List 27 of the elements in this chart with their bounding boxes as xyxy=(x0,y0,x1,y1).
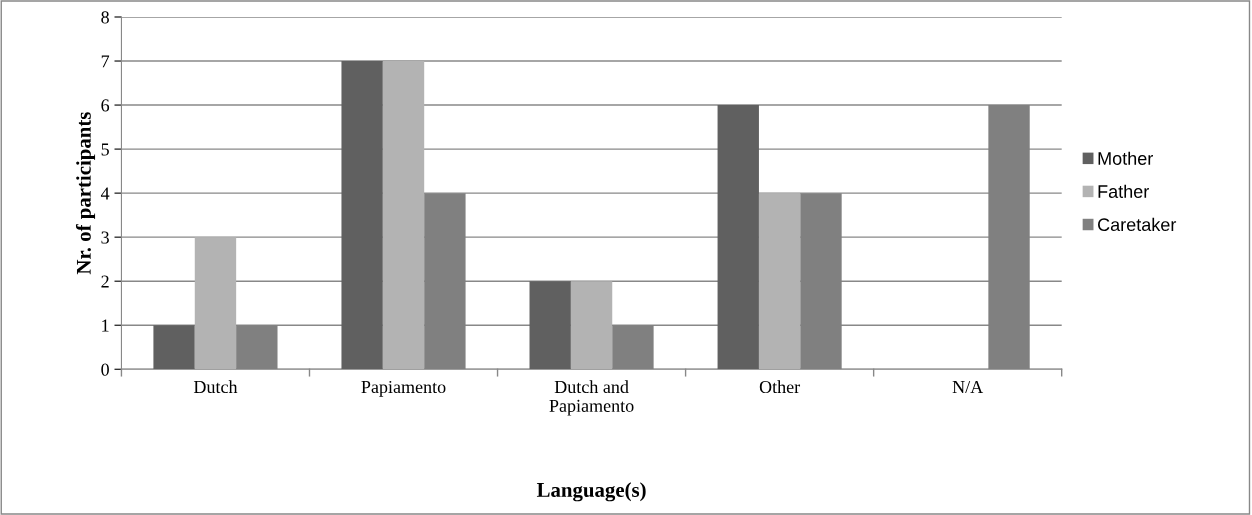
bar xyxy=(341,61,383,370)
y-tick-label: 1 xyxy=(102,319,109,332)
y-tick-label: 4 xyxy=(100,187,110,200)
y-tick-label: 6 xyxy=(101,99,110,112)
y-tick-label: 5 xyxy=(101,143,109,156)
y-axis-title: Nr. of participants xyxy=(75,112,96,275)
legend-label: Father xyxy=(1098,184,1149,198)
x-tick-label: N/A xyxy=(952,380,984,394)
y-tick-label: 8 xyxy=(101,11,109,24)
x-tick-label: Papiamento xyxy=(361,380,446,397)
y-tick-label: 3 xyxy=(101,231,109,244)
bar xyxy=(382,61,425,370)
legend-label: Caretaker xyxy=(1098,217,1177,232)
y-tick-label: 0 xyxy=(101,363,109,376)
bar xyxy=(153,325,195,370)
x-tick-label: Other xyxy=(759,380,801,394)
x-tick-label: Dutch xyxy=(193,380,238,394)
bar xyxy=(758,193,801,370)
bar xyxy=(570,281,613,370)
bar xyxy=(717,105,759,370)
legend-label: Mother xyxy=(1098,151,1153,165)
x-tick-label: Dutch and Papiamento xyxy=(549,380,634,416)
bar xyxy=(529,281,571,370)
x-axis-title: Language(s) xyxy=(536,482,646,502)
y-tick-label: 7 xyxy=(101,55,110,68)
y-tick-label: 2 xyxy=(101,275,109,288)
bar xyxy=(194,237,237,370)
